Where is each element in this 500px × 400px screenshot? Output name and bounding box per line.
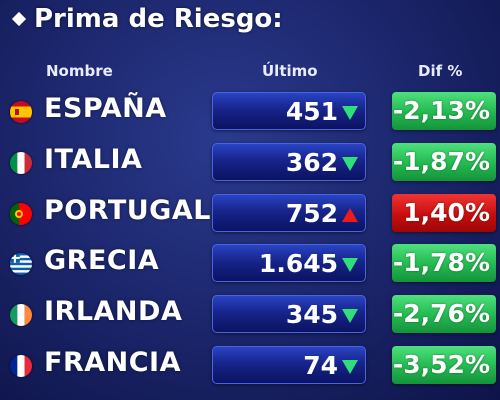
table-row: FRANCIA 74 -3,52%	[0, 342, 500, 393]
france-flag-icon	[10, 354, 32, 377]
last-value: 752	[285, 198, 338, 228]
dif-box: -2,13%	[392, 92, 496, 130]
last-value-box: 74	[212, 345, 366, 384]
last-value-box: 752	[212, 193, 366, 232]
dif-value: -3,52%	[392, 349, 490, 379]
last-value-box: 451	[212, 92, 366, 130]
spain-flag-icon	[10, 101, 32, 123]
last-value-box: 362	[212, 142, 366, 181]
country-name: FRANCIA	[44, 346, 181, 378]
last-value: 362	[285, 147, 338, 177]
italy-flag-icon	[10, 151, 32, 174]
dif-value: -2,13%	[392, 96, 490, 125]
country-name: GRECIA	[44, 245, 160, 277]
down-arrow-icon	[342, 309, 358, 324]
last-value: 451	[285, 97, 338, 126]
last-value: 345	[285, 300, 338, 330]
down-arrow-icon	[342, 258, 358, 273]
country-name: ITALIA	[44, 143, 143, 175]
country-name: IRLANDA	[44, 296, 183, 328]
last-value: 74	[303, 350, 338, 380]
risk-premium-table: ESPAÑA 451 -2,13% ITALIA 362 -1,87%	[0, 88, 500, 393]
down-arrow-icon	[342, 106, 358, 120]
dif-value: 1,40%	[403, 197, 490, 227]
column-header-last: Último	[262, 62, 318, 80]
table-row: ITALIA 362 -1,87%	[0, 139, 500, 190]
last-value-box: 345	[212, 295, 366, 334]
dif-box: -1,87%	[392, 142, 496, 181]
table-row: GRECIA 1.645 -1,78%	[0, 240, 500, 291]
bullet-icon	[11, 11, 27, 27]
dif-box: -3,52%	[392, 345, 496, 384]
dif-box: -2,76%	[392, 295, 496, 334]
ireland-flag-icon	[10, 304, 32, 327]
down-arrow-icon	[342, 156, 358, 171]
up-arrow-icon	[342, 207, 358, 222]
down-arrow-icon	[342, 359, 358, 374]
last-value: 1.645	[258, 249, 338, 279]
table-row: ESPAÑA 451 -2,13%	[0, 88, 500, 139]
column-header-dif: Dif %	[418, 62, 463, 80]
page-title: Prima de Riesgo:	[11, 4, 283, 34]
dif-value: -1,87%	[392, 146, 490, 176]
country-name: ESPAÑA	[44, 93, 167, 124]
table-row: PORTUGAL 752 1,40%	[0, 190, 500, 241]
greece-flag-icon	[10, 253, 32, 276]
dif-value: -1,78%	[392, 248, 490, 278]
dif-value: -2,76%	[392, 299, 490, 329]
column-header-name: Nombre	[46, 62, 113, 80]
table-row: IRLANDA 345 -2,76%	[0, 291, 500, 342]
dif-box: -1,78%	[392, 244, 496, 283]
page-title-text: Prima de Riesgo:	[34, 4, 283, 34]
dif-box: 1,40%	[392, 193, 496, 232]
country-name: PORTUGAL	[44, 194, 211, 226]
last-value-box: 1.645	[212, 244, 366, 283]
portugal-flag-icon	[10, 202, 32, 225]
